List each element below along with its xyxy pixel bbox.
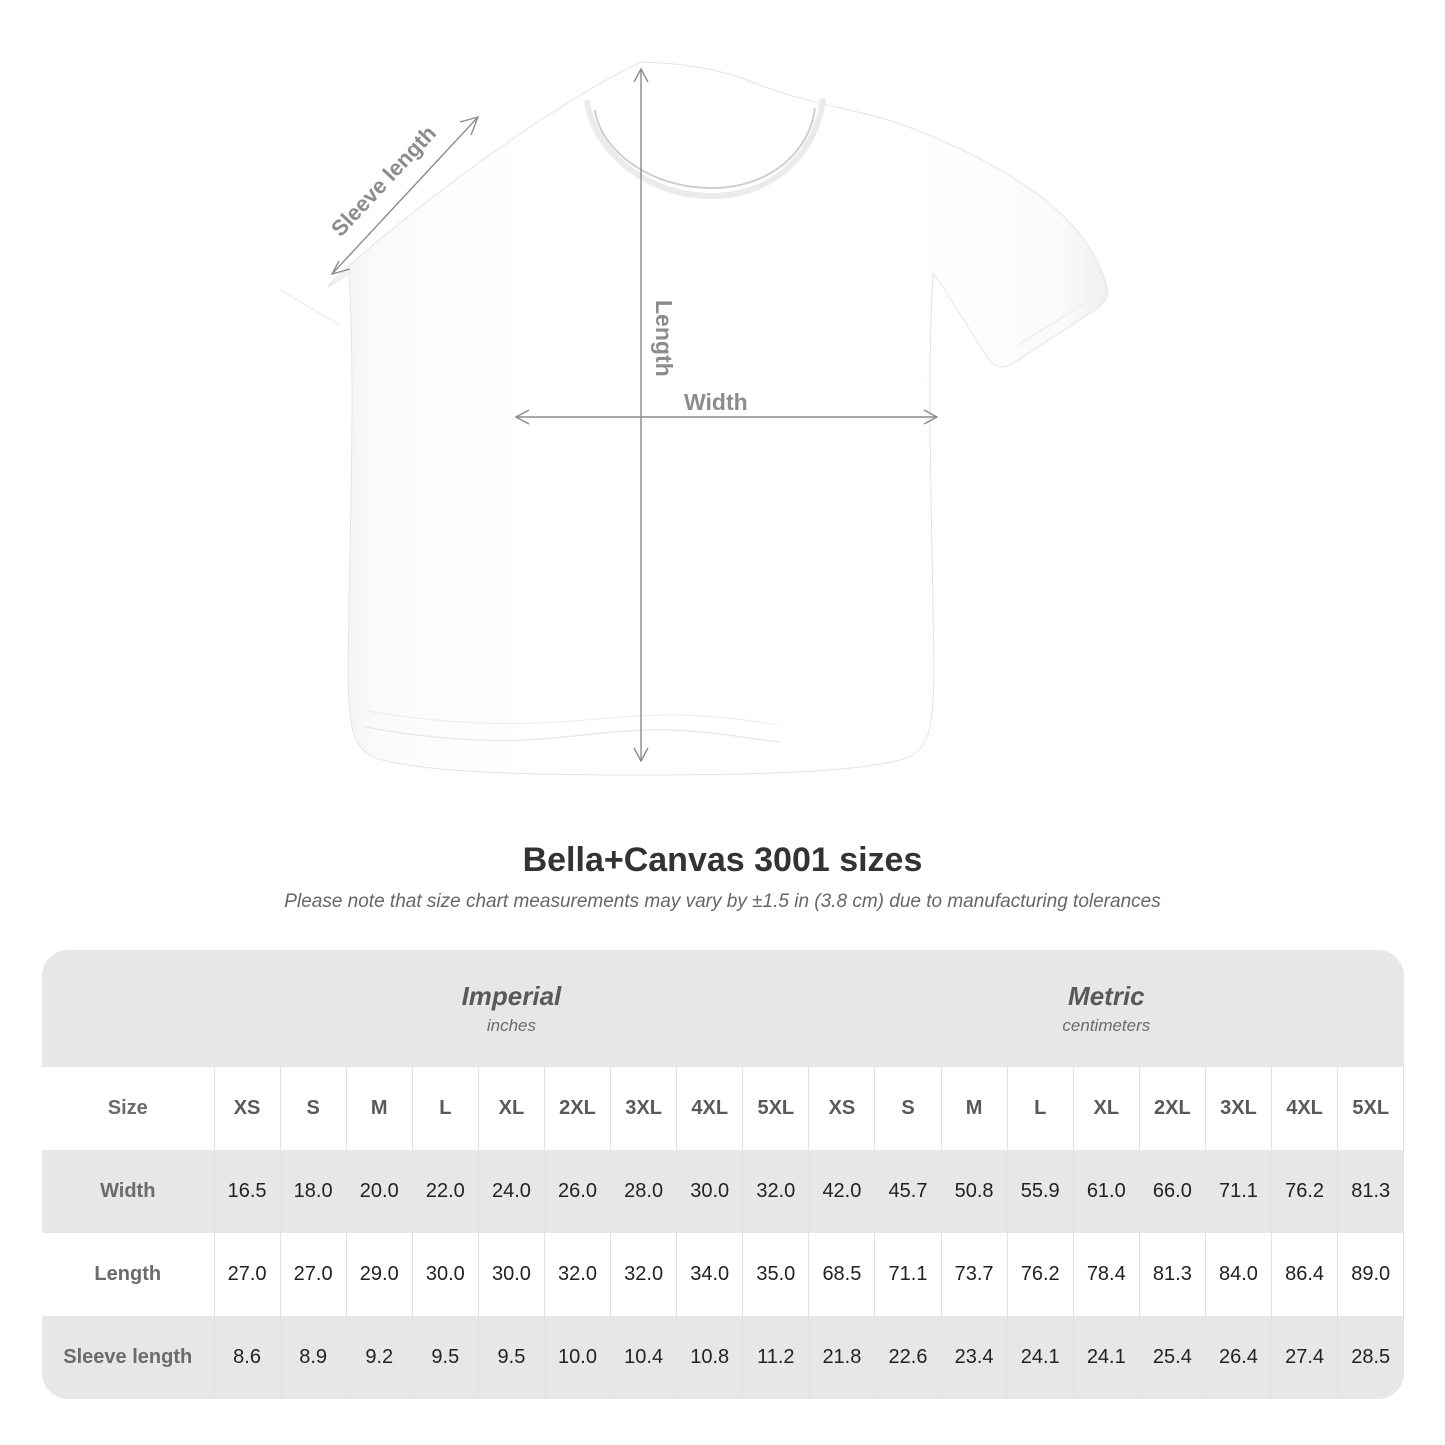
svg-text:Width: Width	[684, 389, 748, 415]
svg-text:Length: Length	[651, 300, 677, 377]
